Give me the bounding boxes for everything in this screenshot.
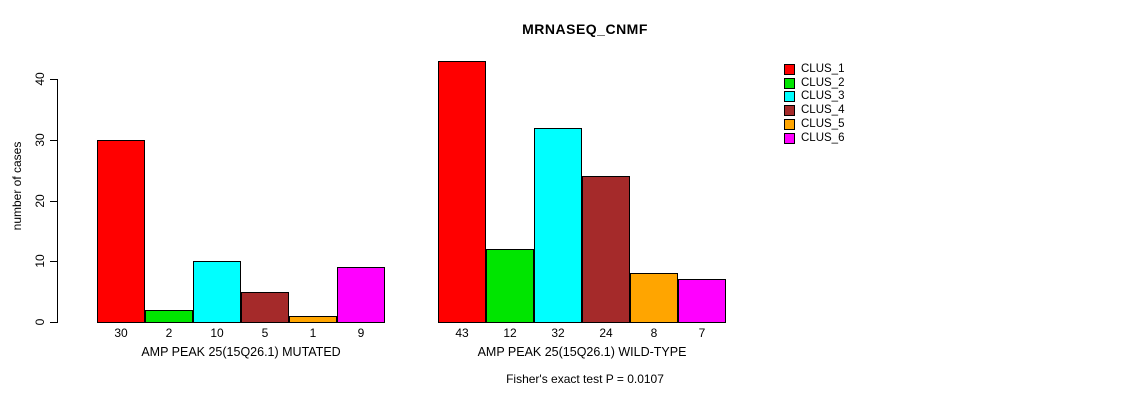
legend-item-clus_2: CLUS_2	[784, 77, 844, 89]
legend-swatch	[784, 90, 795, 102]
bar-clus_5	[289, 316, 337, 323]
y-tick-label: 40	[33, 72, 47, 86]
bar-value-label: 2	[165, 326, 173, 340]
bar-clus_6	[337, 267, 385, 323]
y-tick-label: 30	[33, 133, 47, 147]
fisher-test-note: Fisher's exact test P = 0.0107	[506, 372, 664, 386]
legend-label: CLUS_1	[801, 63, 845, 75]
legend-label: CLUS_2	[801, 77, 845, 89]
bar-value-label: 5	[261, 326, 269, 340]
legend-label: CLUS_5	[801, 118, 845, 130]
legend-label: CLUS_4	[801, 104, 845, 116]
bar-clus_5	[630, 273, 678, 323]
legend-item-clus_1: CLUS_1	[784, 63, 844, 75]
y-tick-mark	[50, 79, 57, 80]
bar-clus_3	[193, 261, 241, 323]
bar-value-label: 30	[114, 326, 128, 340]
bar-value-label: 8	[650, 326, 658, 340]
bar-value-label: 24	[599, 326, 613, 340]
group-label: AMP PEAK 25(15Q26.1) WILD-TYPE	[477, 345, 687, 359]
bar-value-label: 1	[309, 326, 317, 340]
bar-value-label: 9	[357, 326, 365, 340]
bar-clus_4	[241, 292, 289, 323]
legend-swatch	[784, 132, 795, 144]
y-tick-mark	[50, 261, 57, 262]
legend-item-clus_4: CLUS_4	[784, 104, 844, 116]
y-tick-label: 10	[33, 254, 47, 268]
y-axis-line	[57, 79, 58, 323]
chart-title: MRNASEQ_CNMF	[522, 21, 648, 37]
bar-clus_6	[678, 279, 726, 323]
bar-value-label: 32	[551, 326, 565, 340]
legend-swatch	[784, 63, 795, 75]
legend-label: CLUS_3	[801, 90, 845, 102]
bar-value-label: 7	[698, 326, 706, 340]
bar-clus_3	[534, 128, 582, 323]
legend-swatch	[784, 118, 795, 130]
bar-clus_2	[486, 249, 534, 323]
group-label: AMP PEAK 25(15Q26.1) MUTATED	[141, 345, 341, 359]
legend-item-clus_6: CLUS_6	[784, 132, 844, 144]
bar-clus_1	[97, 140, 145, 323]
bar-clus_4	[582, 176, 630, 323]
y-tick-label: 0	[33, 318, 47, 326]
bar-clus_1	[438, 61, 486, 323]
legend-swatch	[784, 104, 795, 116]
bar-value-label: 43	[455, 326, 469, 340]
legend-item-clus_5: CLUS_5	[784, 118, 844, 130]
bar-clus_2	[145, 310, 193, 323]
y-tick-mark	[50, 322, 57, 323]
legend-swatch	[784, 77, 795, 89]
y-axis-label: number of cases	[10, 141, 24, 231]
y-tick-mark	[50, 140, 57, 141]
y-tick-label: 20	[33, 194, 47, 208]
y-tick-mark	[50, 201, 57, 202]
bar-value-label: 12	[503, 326, 517, 340]
legend-item-clus_3: CLUS_3	[784, 90, 844, 102]
bar-value-label: 10	[210, 326, 224, 340]
legend-label: CLUS_6	[801, 132, 845, 144]
